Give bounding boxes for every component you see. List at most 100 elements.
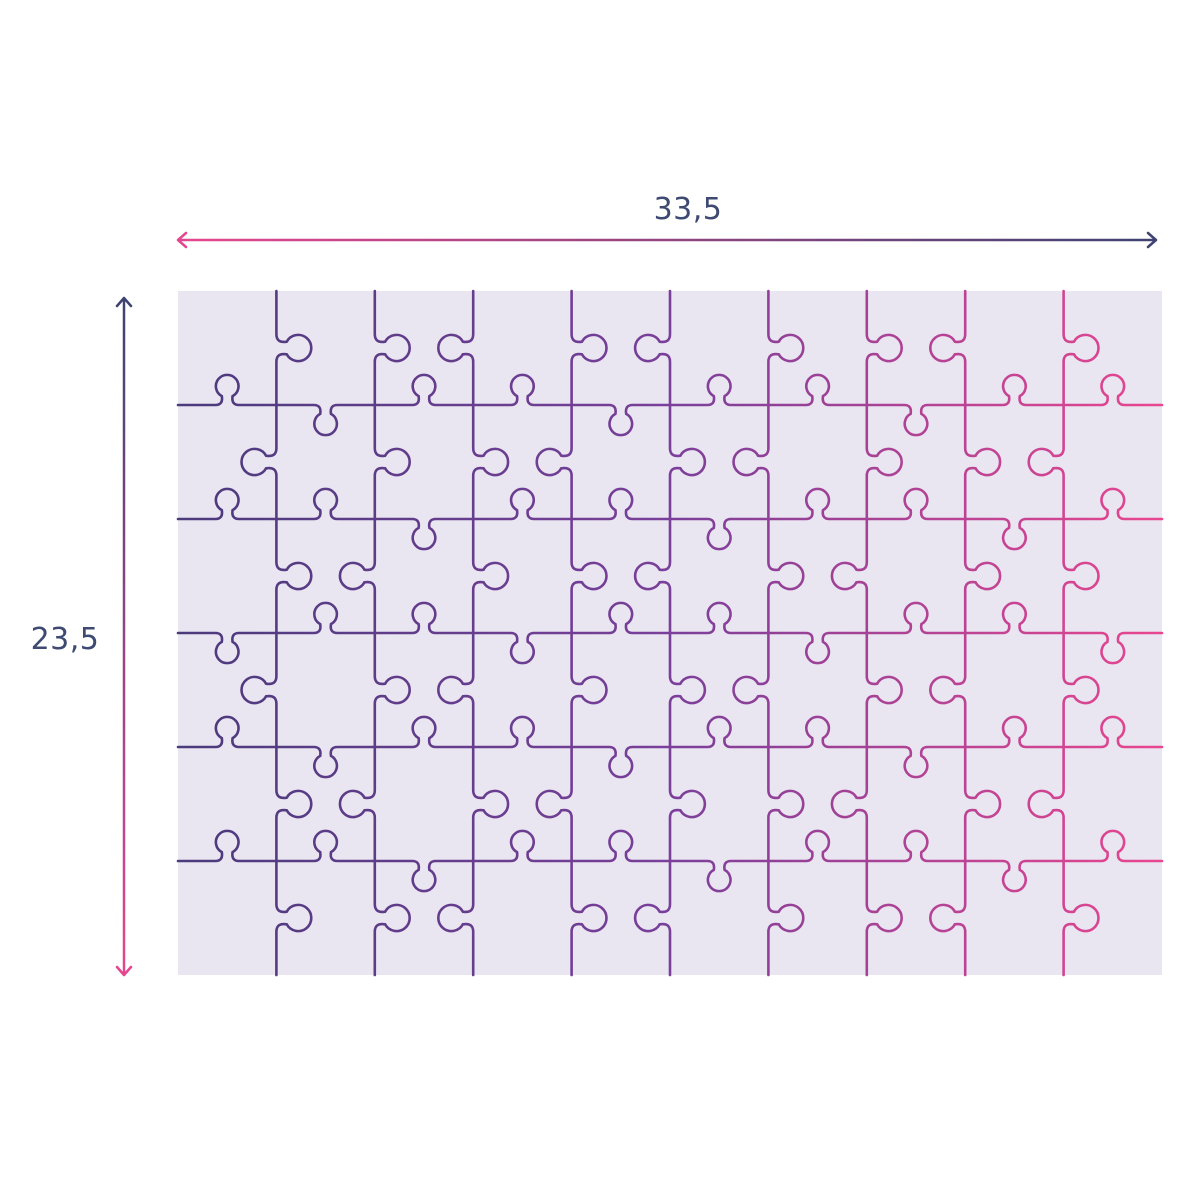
puzzle-edge (373, 631, 411, 749)
puzzle-edge (373, 601, 475, 635)
puzzle-edge (865, 859, 903, 977)
puzzle-edge (471, 745, 510, 863)
puzzle-edge (767, 373, 869, 407)
puzzle-edge (1062, 289, 1100, 407)
puzzle-edge (767, 859, 805, 977)
puzzle-edge (767, 487, 869, 521)
puzzle-edge (570, 631, 608, 749)
puzzle-edge (929, 631, 967, 749)
puzzle-edge (373, 859, 411, 977)
puzzle-edge (471, 829, 573, 863)
puzzle-edge (275, 601, 377, 635)
puzzle-edge (373, 373, 475, 407)
puzzle-edge (865, 289, 903, 407)
puzzle-edge (1062, 517, 1100, 635)
puzzle-edge (437, 631, 475, 749)
puzzle-edge (767, 631, 869, 665)
puzzle-edge (963, 373, 1065, 407)
puzzle-edge (570, 859, 608, 977)
puzzle-edge (865, 745, 967, 779)
puzzle-edge (176, 373, 278, 407)
puzzle-edge (373, 859, 475, 893)
puzzle-edge (275, 289, 313, 407)
puzzle-edge (535, 403, 573, 521)
puzzle-edge (830, 517, 869, 635)
puzzle-edge (471, 631, 573, 665)
puzzle-edge (963, 859, 1065, 893)
puzzle-edge (1027, 403, 1065, 521)
puzzle-edge (535, 745, 573, 863)
puzzle-edge (338, 745, 377, 863)
width-dimension-label: 33,5 (653, 192, 723, 227)
puzzle-edge (929, 859, 967, 977)
puzzle-edge (373, 403, 411, 521)
puzzle-edge (1062, 487, 1164, 521)
width-arrow-icon (176, 231, 1158, 249)
puzzle-edge (830, 745, 869, 863)
puzzle-edge (176, 631, 278, 665)
height-arrow-icon (115, 296, 133, 977)
puzzle-edge (1062, 715, 1164, 749)
puzzle-edge (570, 517, 608, 635)
puzzle-edge (963, 715, 1065, 749)
puzzle-edge (633, 289, 672, 407)
puzzle-edge (1062, 373, 1164, 407)
puzzle-edge (1062, 631, 1100, 749)
puzzle-edge (633, 517, 672, 635)
puzzle-edge (1062, 829, 1164, 863)
puzzle-edge (471, 373, 573, 407)
puzzle-edge (176, 487, 278, 521)
puzzle-edge (668, 601, 770, 635)
puzzle-edge (373, 289, 411, 407)
puzzle-edge (668, 631, 707, 749)
puzzle-edge (963, 745, 1002, 863)
puzzle-edge (240, 631, 278, 749)
puzzle-edge (865, 631, 903, 749)
puzzle-edge (570, 601, 672, 635)
puzzle-edge (275, 487, 377, 521)
puzzle-edge (963, 517, 1002, 635)
puzzle-edge (668, 373, 770, 407)
puzzle-edge (275, 745, 313, 863)
puzzle-edge (767, 829, 869, 863)
puzzle-edge (633, 859, 672, 977)
puzzle-edge (471, 517, 510, 635)
puzzle-edge (865, 829, 967, 863)
puzzle-edge (275, 745, 377, 779)
puzzle-edge (668, 859, 770, 893)
puzzle-edge (275, 829, 377, 863)
puzzle-edge (767, 745, 805, 863)
puzzle-edge (732, 403, 770, 521)
puzzle-edge (865, 487, 967, 521)
puzzle-edge (338, 517, 377, 635)
puzzle-edge (668, 715, 770, 749)
puzzle-edge (732, 631, 770, 749)
puzzle-edge (668, 517, 770, 551)
puzzle-edge (1062, 631, 1164, 665)
puzzle-edge (865, 403, 967, 437)
puzzle-edge (437, 289, 475, 407)
puzzle-edge (471, 487, 573, 521)
puzzle-edge (963, 403, 1002, 521)
puzzle-edge (373, 517, 475, 551)
puzzle-edge (275, 403, 377, 437)
puzzle-edge (1027, 745, 1065, 863)
puzzle-edge (668, 745, 707, 863)
puzzle-edge (767, 715, 869, 749)
puzzle-edge (176, 829, 278, 863)
puzzle-edges (176, 289, 1164, 977)
puzzle-edge (275, 859, 313, 977)
puzzle-edge (570, 403, 672, 437)
puzzle-edge (767, 289, 805, 407)
puzzle-edge (929, 289, 967, 407)
puzzle-edge (963, 601, 1065, 635)
puzzle-edge (240, 403, 278, 521)
puzzle-edge (437, 859, 475, 977)
puzzle-edge (963, 517, 1065, 551)
puzzle-edge (570, 829, 672, 863)
puzzle-edge (275, 517, 313, 635)
puzzle-edge (570, 745, 672, 779)
puzzle-edge (668, 403, 707, 521)
puzzle-edge (570, 289, 608, 407)
